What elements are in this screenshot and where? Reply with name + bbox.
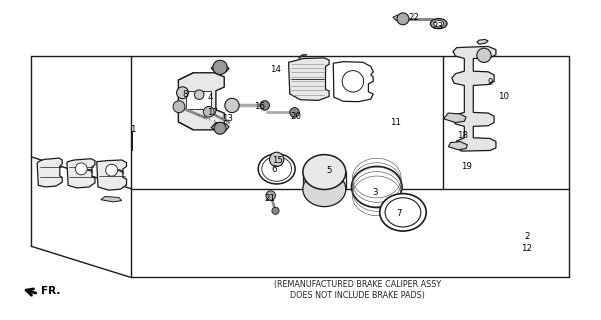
Polygon shape: [288, 58, 329, 100]
Circle shape: [342, 71, 364, 92]
Text: (REMANUFACTURED BRAKE CALIPER ASSY: (REMANUFACTURED BRAKE CALIPER ASSY: [273, 280, 441, 289]
Polygon shape: [444, 113, 466, 123]
Text: 8: 8: [182, 90, 188, 99]
Polygon shape: [186, 91, 211, 109]
Text: 13: 13: [222, 114, 233, 123]
Text: 3: 3: [372, 188, 377, 197]
Polygon shape: [37, 158, 62, 187]
Circle shape: [477, 48, 491, 62]
Circle shape: [214, 122, 226, 134]
Text: 5: 5: [326, 166, 332, 175]
Ellipse shape: [385, 198, 421, 227]
Polygon shape: [477, 39, 488, 44]
Text: 1: 1: [130, 125, 135, 134]
Text: 23: 23: [432, 22, 443, 31]
Text: 10: 10: [498, 92, 508, 101]
Ellipse shape: [303, 155, 346, 189]
Text: 6: 6: [272, 165, 277, 174]
Ellipse shape: [430, 19, 447, 29]
Polygon shape: [211, 123, 229, 132]
Text: 11: 11: [390, 118, 401, 127]
Circle shape: [203, 107, 214, 117]
Ellipse shape: [434, 20, 444, 27]
Text: 2: 2: [524, 232, 529, 241]
Text: 20: 20: [290, 112, 301, 121]
Ellipse shape: [258, 154, 295, 184]
Circle shape: [260, 101, 269, 110]
Polygon shape: [452, 46, 496, 151]
Text: 21: 21: [264, 194, 275, 203]
Ellipse shape: [303, 172, 346, 207]
Text: FR.: FR.: [41, 286, 61, 296]
Polygon shape: [178, 73, 224, 130]
Text: 9: 9: [487, 78, 493, 87]
Text: 14: 14: [270, 65, 281, 74]
Text: 15: 15: [272, 156, 283, 165]
Polygon shape: [101, 196, 122, 202]
Circle shape: [106, 164, 118, 176]
Text: 4: 4: [207, 93, 213, 102]
Circle shape: [272, 207, 279, 214]
Circle shape: [266, 191, 275, 200]
Text: 16: 16: [254, 102, 266, 111]
Circle shape: [290, 108, 299, 117]
Polygon shape: [393, 15, 405, 21]
Circle shape: [269, 152, 284, 166]
Circle shape: [195, 90, 204, 100]
Polygon shape: [211, 64, 229, 73]
Ellipse shape: [352, 166, 402, 208]
Text: 17: 17: [207, 108, 218, 117]
Circle shape: [213, 60, 227, 75]
Text: 19: 19: [461, 163, 472, 172]
Polygon shape: [334, 62, 373, 102]
Circle shape: [397, 13, 409, 25]
Circle shape: [225, 98, 239, 113]
Circle shape: [177, 87, 189, 99]
Polygon shape: [448, 142, 468, 150]
Text: 22: 22: [408, 13, 419, 22]
Text: DOES NOT INCLUDE BRAKE PADS): DOES NOT INCLUDE BRAKE PADS): [290, 291, 424, 300]
Polygon shape: [67, 159, 95, 188]
Text: 7: 7: [396, 209, 401, 219]
Ellipse shape: [262, 156, 291, 181]
Polygon shape: [97, 160, 127, 190]
Text: 12: 12: [522, 244, 532, 253]
Circle shape: [173, 101, 185, 113]
Text: 18: 18: [457, 131, 468, 140]
Ellipse shape: [380, 194, 426, 231]
Circle shape: [75, 163, 87, 175]
